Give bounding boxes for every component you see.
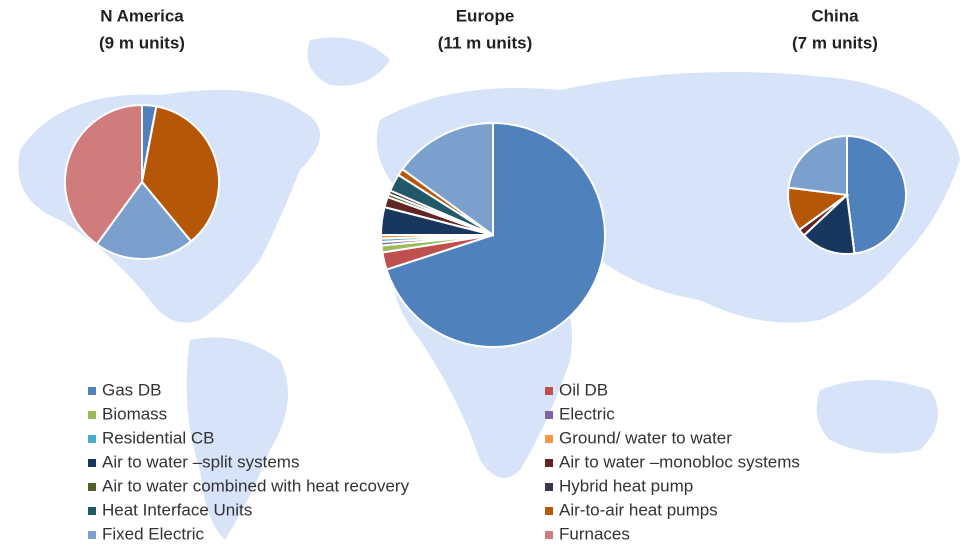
chart-title: China — [811, 6, 859, 25]
legend-swatch — [545, 459, 553, 467]
pie-slice — [95, 180, 193, 260]
pie-slice — [802, 192, 856, 255]
chart-title: N America — [100, 6, 184, 25]
legend-label: Heat Interface Units — [102, 500, 252, 519]
legend-swatch — [545, 531, 553, 539]
chart-title: Europe — [456, 6, 515, 25]
legend-swatch — [88, 435, 96, 443]
legend-label: Air to water –monobloc systems — [559, 452, 800, 471]
chart-subtitle: (7 m units) — [792, 33, 878, 52]
legend-swatch — [88, 483, 96, 491]
pie-slice — [846, 134, 907, 255]
legend-label: Air-to-air heat pumps — [559, 500, 718, 519]
legend-label: Furnaces — [559, 524, 630, 543]
pie-slice — [400, 121, 494, 237]
legend-swatch — [88, 531, 96, 539]
legend-label: Electric — [559, 404, 615, 423]
legend-label: Hybrid heat pump — [559, 476, 693, 495]
legend-swatch — [88, 507, 96, 515]
legend-label: Ground/ water to water — [559, 428, 732, 447]
legend-label: Gas DB — [102, 380, 162, 399]
legend-swatch — [545, 483, 553, 491]
legend-swatch — [545, 507, 553, 515]
legend-label: Biomass — [102, 404, 167, 423]
pie-slice — [385, 121, 606, 348]
legend-label: Air to water –split systems — [102, 452, 299, 471]
chart-subtitle: (11 m units) — [438, 33, 532, 52]
legend-swatch — [545, 411, 553, 419]
pie-slice — [64, 103, 143, 246]
legend-swatch — [88, 459, 96, 467]
pie-slice — [140, 105, 220, 243]
chart-subtitle: (9 m units) — [99, 33, 185, 52]
legend-label: Oil DB — [559, 380, 608, 399]
legend-label: Residential CB — [102, 428, 214, 447]
legend-label: Air to water combined with heat recovery — [102, 476, 410, 495]
legend-swatch — [545, 435, 553, 443]
legend-label: Fixed Electric — [102, 524, 205, 543]
legend-swatch — [545, 387, 553, 395]
legend-swatch — [88, 411, 96, 419]
pie-slice — [787, 134, 848, 197]
legend-swatch — [88, 387, 96, 395]
